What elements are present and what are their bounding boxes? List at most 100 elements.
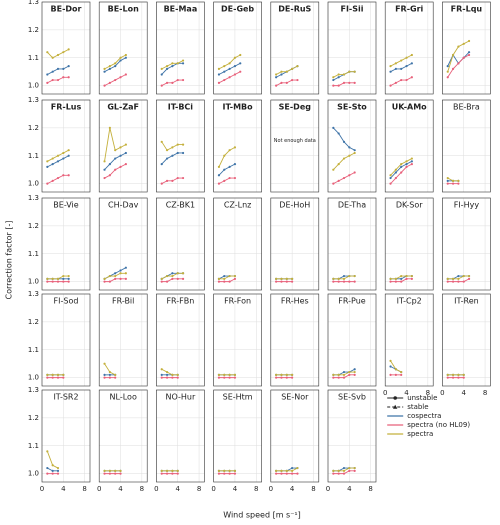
point [296, 78, 299, 82]
point [467, 39, 471, 43]
point [223, 376, 226, 379]
x-tick-label: 4 [290, 485, 295, 493]
point [46, 376, 49, 379]
point [332, 126, 335, 129]
series-line [447, 54, 470, 78]
panel-title: FI-Sii [340, 5, 363, 14]
point [46, 160, 49, 163]
point [275, 73, 278, 76]
panel-title: FR-Gri [395, 5, 423, 14]
panel-frame [156, 1, 205, 95]
point [280, 472, 283, 475]
y-tick-label: 1.1 [28, 54, 39, 62]
point [451, 376, 455, 379]
point [103, 362, 106, 365]
point [348, 274, 351, 278]
panel-title: BE-Lon [108, 5, 139, 14]
point [171, 146, 174, 149]
point [103, 84, 106, 87]
point [176, 151, 179, 155]
point [62, 76, 65, 79]
point [233, 176, 237, 180]
point [348, 466, 351, 470]
point [217, 182, 221, 185]
x-tick-label: 0 [211, 485, 215, 493]
point [176, 472, 179, 475]
point [46, 277, 49, 280]
point [176, 62, 179, 65]
point [108, 65, 111, 68]
point [51, 280, 54, 283]
point [103, 160, 106, 163]
point [233, 163, 237, 166]
point [51, 277, 54, 280]
series-line [161, 60, 184, 70]
point [337, 277, 340, 280]
legend-marker [393, 396, 398, 400]
legend-label: spectra [407, 430, 433, 438]
panel-frame [98, 1, 148, 95]
point [67, 65, 70, 68]
series-line [161, 141, 184, 151]
panel: GL-ZaF [98, 99, 148, 193]
point [51, 179, 54, 182]
point [46, 280, 49, 283]
point [56, 176, 60, 180]
point [342, 157, 346, 160]
point [291, 469, 294, 472]
point [275, 84, 278, 87]
point [114, 274, 117, 278]
y-tick-label: 1.2 [28, 318, 39, 326]
panel-frame [270, 1, 320, 95]
point [446, 179, 449, 182]
point [114, 149, 117, 152]
point [389, 277, 392, 280]
panel-title: BE-Dor [51, 5, 82, 14]
y-axis-label: Correction factor [-] [5, 220, 14, 299]
point [405, 78, 408, 82]
point [108, 126, 111, 129]
point [67, 274, 70, 278]
panel: BE-Dor 1.0 1.1 1.2 1.3 [28, 0, 91, 95]
point [348, 154, 351, 157]
panel-title: SE-Svb [338, 393, 366, 402]
x-tick-label: 4 [118, 485, 123, 493]
point [405, 163, 408, 166]
panel-frame [41, 293, 91, 387]
x-tick-label: 0 [326, 485, 330, 493]
point [342, 140, 346, 143]
point [348, 70, 351, 73]
x-tick-label: 8 [82, 485, 86, 493]
point [103, 70, 106, 73]
panel-frame [156, 293, 205, 387]
panel-title: BE-Vie [53, 201, 78, 210]
point [353, 149, 356, 152]
point [228, 76, 231, 79]
point [103, 176, 106, 180]
series-line [161, 62, 184, 75]
point [239, 70, 242, 73]
y-tick-label: 1.2 [28, 414, 39, 422]
point [233, 277, 237, 280]
point [228, 280, 231, 283]
panel-title: SE-Htm [223, 393, 253, 402]
point [291, 373, 294, 376]
point [119, 59, 122, 62]
point [160, 140, 163, 143]
panel-title: DE-Geb [221, 5, 254, 14]
point [171, 62, 174, 65]
point [51, 157, 54, 160]
point [176, 143, 179, 146]
point [56, 376, 60, 379]
point [176, 272, 179, 275]
point [56, 373, 60, 376]
point [181, 272, 185, 275]
point [446, 277, 449, 280]
point [451, 179, 455, 182]
point [280, 81, 283, 84]
panel-frame [384, 99, 434, 193]
point [171, 472, 174, 475]
point [291, 472, 294, 475]
point [337, 76, 340, 79]
